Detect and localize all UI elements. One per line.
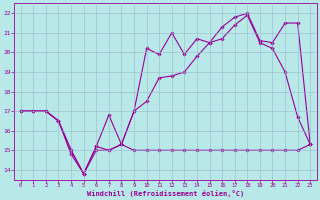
X-axis label: Windchill (Refroidissement éolien,°C): Windchill (Refroidissement éolien,°C)	[87, 190, 244, 197]
